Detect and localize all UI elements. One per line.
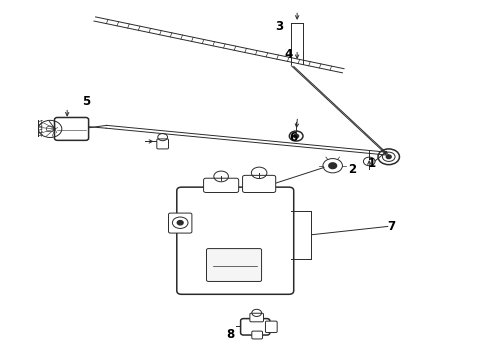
- FancyBboxPatch shape: [169, 213, 192, 233]
- Text: 2: 2: [348, 163, 356, 176]
- Text: 6: 6: [290, 131, 298, 144]
- Text: 7: 7: [387, 220, 395, 233]
- Text: 9: 9: [158, 138, 166, 151]
- FancyBboxPatch shape: [54, 117, 89, 140]
- Circle shape: [329, 163, 337, 168]
- FancyBboxPatch shape: [206, 249, 262, 282]
- FancyBboxPatch shape: [157, 139, 169, 149]
- Circle shape: [294, 134, 298, 138]
- FancyBboxPatch shape: [243, 175, 276, 193]
- Text: 3: 3: [275, 20, 283, 33]
- Text: 1: 1: [368, 157, 376, 170]
- FancyBboxPatch shape: [241, 319, 270, 335]
- FancyBboxPatch shape: [177, 187, 294, 294]
- FancyBboxPatch shape: [266, 321, 277, 333]
- Text: 8: 8: [226, 328, 235, 341]
- Circle shape: [386, 155, 391, 158]
- Text: 5: 5: [82, 95, 91, 108]
- FancyBboxPatch shape: [252, 331, 263, 339]
- Text: 4: 4: [285, 49, 293, 62]
- Circle shape: [177, 221, 183, 225]
- FancyBboxPatch shape: [250, 313, 264, 322]
- FancyBboxPatch shape: [203, 178, 239, 193]
